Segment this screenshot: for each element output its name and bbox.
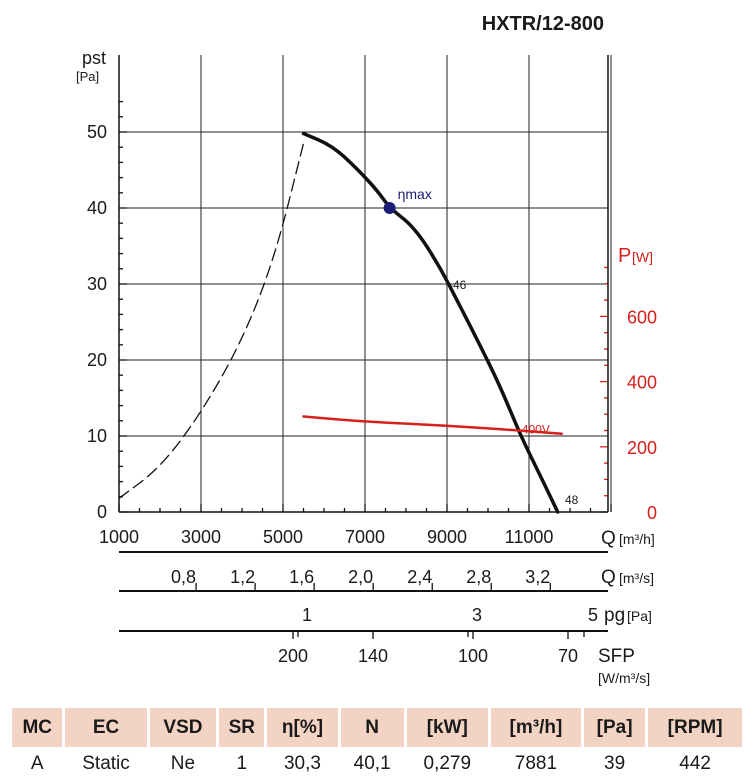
axes (118, 55, 609, 513)
grid-lines (118, 55, 612, 513)
spec-table-row: A Static Ne 1 30,3 40,1 0,279 7881 39 442 (12, 747, 742, 781)
annotation-48: 48 (565, 493, 579, 507)
q-m3s-tick-label: 2,0 (348, 567, 373, 587)
sfp-tick-label: 140 (358, 646, 388, 666)
q-m3s-tick-label: 0,8 (171, 567, 196, 587)
right-axis-label: P (618, 245, 631, 267)
right-tick-label: 600 (627, 307, 657, 327)
sfp-tick-label: 100 (458, 646, 488, 666)
sfp-label: SFP (598, 646, 635, 667)
spec-table-cell: 40,1 (353, 753, 391, 774)
pg-tick-label: 3 (472, 605, 482, 625)
spec-table-cell: 39 (604, 753, 626, 774)
q-m3s-tick-label: 3,2 (525, 567, 550, 587)
secondary-scales (119, 551, 608, 639)
pg-unit: [Pa] (627, 608, 652, 624)
spec-table-cell: 30,3 (283, 753, 321, 774)
y-tick-label: 0 (97, 502, 107, 522)
spec-table-cell: 442 (679, 753, 711, 774)
right-tick-label: 200 (627, 438, 657, 458)
y-tick-label: 50 (87, 122, 107, 142)
spec-table-header: MC EC VSD SR η[%] N [kW] [m³/h] [Pa] [RPM] (12, 708, 742, 747)
spec-table-header-cell: [RPM] (648, 708, 742, 747)
q-m3s-tick-label: 2,4 (407, 567, 432, 587)
max-efficiency-label: ηmax (398, 186, 432, 202)
fan-performance-chart: HXTR/12-800 pst [Pa] P [W] Q [m³/h] 0102… (76, 13, 657, 686)
y-axis-unit: [Pa] (76, 69, 99, 84)
q-m3s-tick-label: 2,8 (466, 567, 491, 587)
spec-table-header-cell: [kW] (406, 708, 488, 747)
spec-table-cell: A (30, 753, 44, 774)
y-tick-label: 40 (87, 198, 107, 218)
q-m3s-tick-label: 1,6 (289, 567, 314, 587)
series-pressure (301, 131, 560, 514)
sfp-tick-label: 70 (558, 646, 578, 666)
spec-table-header-cell: η[%] (267, 708, 338, 747)
y-tick-label: 10 (87, 426, 107, 446)
q-m3s-tick-label: 1,2 (230, 567, 255, 587)
spec-table-header-cell: N (340, 708, 404, 747)
chart-title: HXTR/12-800 (482, 13, 604, 35)
series-layer (118, 131, 564, 514)
series-system-curve (118, 142, 305, 499)
pg-label: pg (604, 605, 625, 626)
spec-table-header-cell: MC (12, 708, 63, 747)
spec-table-header-cell: VSD (149, 708, 217, 747)
label-layer: 0 10 20 30 40 50 0 200 400 600 1000 3000 5000 7000 900… (87, 122, 657, 666)
sfp-tick-label: 200 (278, 646, 308, 666)
spec-table-header-cell: SR (219, 708, 265, 747)
annotation-400v: 400V (522, 423, 550, 437)
y-tick-label: 30 (87, 274, 107, 294)
spec-table: MC EC VSD SR η[%] N [kW] [m³/h] [Pa] [RPM] A Stati… (9, 708, 745, 781)
spec-table-header-cell: [m³/h] (490, 708, 581, 747)
x-tick-label: 1000 (99, 527, 139, 547)
spec-table-cell: 1 (236, 753, 248, 774)
spec-table-cell: 7881 (514, 753, 558, 774)
spec-table-cell: Ne (170, 753, 196, 774)
x-tick-label: 11000 (505, 527, 554, 547)
sfp-unit: [W/m³/s] (598, 670, 650, 686)
right-axis-unit: [W] (632, 249, 653, 265)
y-tick-label: 20 (87, 350, 107, 370)
right-tick-label: 0 (647, 503, 657, 523)
right-tick-label: 400 (627, 373, 657, 393)
spec-table-cell: 0,279 (423, 753, 472, 774)
x-tick-label: 9000 (427, 527, 467, 547)
q-m3s-unit: [m³/s] (619, 570, 654, 586)
spec-table-header-cell: EC (65, 708, 147, 747)
spec-table-header-cell: [Pa] (583, 708, 646, 747)
annotation-46: -46 (449, 278, 467, 292)
max-efficiency-point (383, 202, 396, 214)
x-tick-label: 5000 (263, 527, 303, 547)
q-m3s-label: Q (601, 567, 616, 588)
x-axis-unit: [m³/h] (619, 531, 655, 547)
spec-table-cell: Static (82, 753, 130, 774)
y-axis-label: pst (82, 48, 106, 68)
x-tick-label: 3000 (181, 527, 221, 547)
pg-tick-label: 1 (302, 605, 312, 625)
series-400V (302, 415, 564, 436)
x-tick-label: 7000 (345, 527, 385, 547)
pg-tick-label: 5 (588, 605, 598, 625)
x-axis-label: Q (601, 528, 616, 549)
